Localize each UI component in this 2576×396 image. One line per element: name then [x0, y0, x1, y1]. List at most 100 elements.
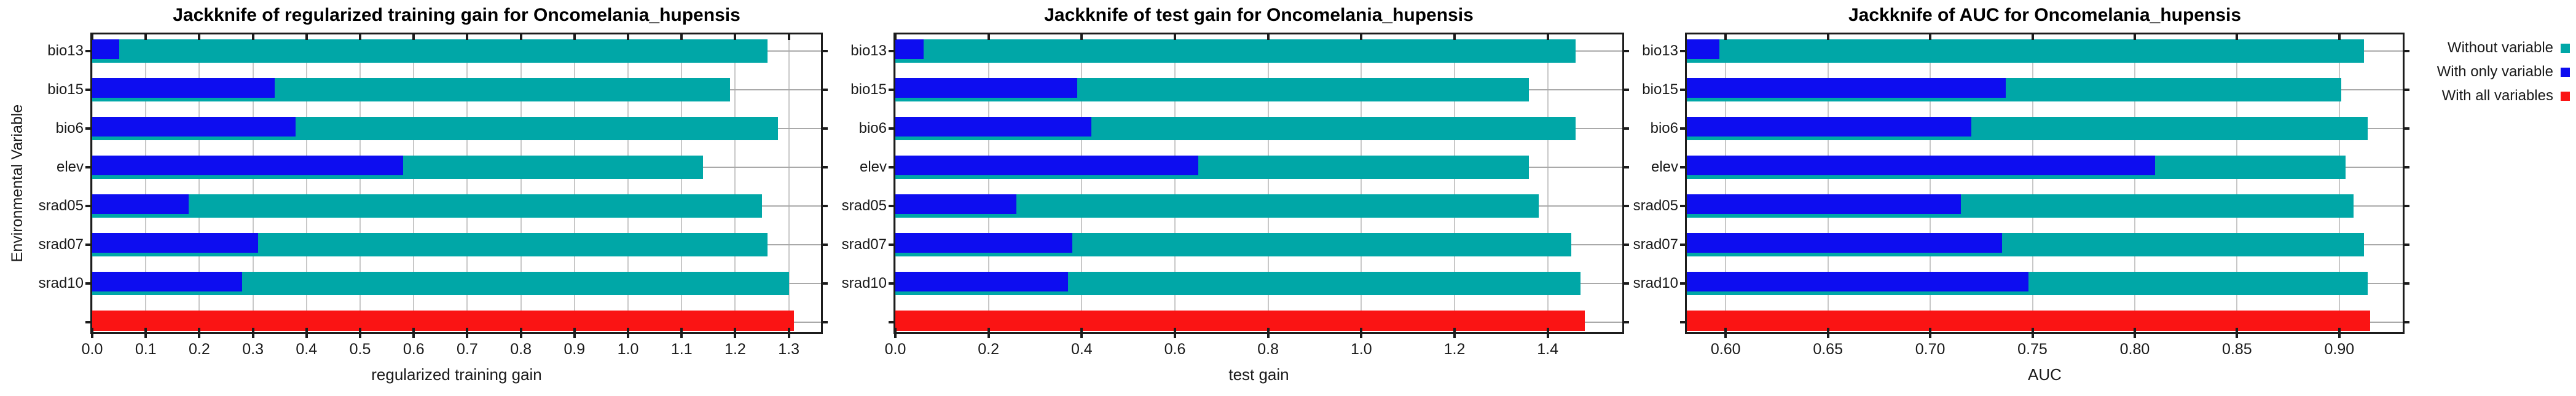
x-tick-label: 0.70 [1915, 341, 1946, 358]
x-axis-title-regularized-training-gain: regularized training gain [371, 365, 542, 384]
row-tick-right [823, 244, 828, 246]
x-gridline [895, 34, 896, 332]
row-label-srad05: srad05 [841, 197, 887, 214]
row-tick-right [1624, 166, 1629, 168]
x-tick-label: 0.60 [1710, 341, 1741, 358]
bar-with-only-variable-bio15 [895, 78, 1077, 98]
x-tick-mark-bottom [2031, 328, 2034, 338]
row-tick-right [2405, 89, 2409, 91]
row-tick-left [889, 89, 893, 91]
row-tick-right [823, 282, 828, 285]
bar-with-only-variable-srad05 [92, 194, 189, 214]
x-tick-mark-top [1266, 34, 1270, 40]
x-tick-label: 0.2 [978, 341, 1000, 358]
x-tick-label: 1.4 [1537, 341, 1559, 358]
row-tick-right [1624, 282, 1629, 285]
row-label-bio6: bio6 [1650, 120, 1678, 137]
x-tick-mark-top [734, 34, 737, 40]
row-tick-right [1624, 244, 1629, 246]
row-tick-right [823, 205, 828, 207]
x-tick-mark-top [198, 34, 201, 40]
x-tick-label: 0.7 [457, 341, 478, 358]
x-tick-label: 0.85 [2222, 341, 2252, 358]
x-tick-mark-bottom [1360, 328, 1363, 338]
row-label-srad07: srad07 [841, 236, 887, 253]
x-tick-mark-top [1724, 34, 1727, 40]
x-tick-mark-bottom [894, 328, 897, 338]
x-gridline [1267, 34, 1269, 332]
x-tick-mark-top [1080, 34, 1083, 40]
legend-swatch-blue [2561, 67, 2570, 77]
x-tick-label: 0.65 [1813, 341, 1843, 358]
row-tick-right [1624, 89, 1629, 91]
x-tick-label: 0.4 [1070, 341, 1093, 358]
row-label-bio15: bio15 [47, 81, 84, 98]
x-tick-label: 0.9 [564, 341, 586, 358]
bar-with-only-variable-elev [92, 156, 403, 175]
x-tick-mark-bottom [573, 328, 576, 338]
bar-with-only-variable-srad10 [895, 272, 1068, 291]
x-tick-label: 0.5 [349, 341, 371, 358]
row-tick-left [85, 89, 90, 91]
row-label-srad05: srad05 [1633, 197, 1678, 214]
x-tick-mark-top [91, 34, 93, 40]
row-tick-left [85, 205, 90, 207]
bar-with-only-variable-bio15 [92, 78, 275, 98]
x-gridline [988, 34, 989, 332]
row-tick-left [85, 282, 90, 285]
row-tick-left [889, 244, 893, 246]
x-tick-mark-top [573, 34, 576, 40]
legend-item-with-only-variable: With only variable [2409, 63, 2570, 81]
row-label-elev: elev [859, 159, 887, 175]
x-tick-mark-top [144, 34, 147, 40]
x-tick-mark-bottom [1174, 328, 1176, 338]
x-gridline [1454, 34, 1455, 332]
x-tick-mark-bottom [251, 328, 254, 338]
x-tick-label: 1.0 [1350, 341, 1372, 358]
bar-with-only-variable-bio13 [895, 39, 924, 59]
x-gridline [2032, 34, 2033, 332]
bar-with-only-variable-bio6 [1687, 117, 1971, 137]
bar-with-only-variable-srad05 [1687, 194, 1961, 214]
legend-item-with-all-variables: With all variables [2409, 87, 2570, 105]
x-gridline [466, 34, 468, 332]
x-gridline [1081, 34, 1083, 332]
x-tick-mark-top [466, 34, 469, 40]
x-gridline [1361, 34, 1362, 332]
x-tick-mark-bottom [680, 328, 683, 338]
row-tick-left [889, 321, 893, 323]
x-gridline [2236, 34, 2238, 332]
row-tick-left [1680, 321, 1685, 323]
row-tick-left [889, 282, 893, 285]
legend-label-with-all-variables: With all variables [2441, 87, 2553, 104]
row-label-srad07: srad07 [38, 236, 84, 253]
row-label-elev: elev [1651, 159, 1678, 175]
x-tick-mark-bottom [987, 328, 990, 338]
x-tick-label: 1.2 [724, 341, 746, 358]
x-tick-mark-top [680, 34, 683, 40]
x-tick-mark-bottom [2236, 328, 2239, 338]
row-tick-right [2405, 244, 2409, 246]
x-tick-mark-top [1174, 34, 1176, 40]
bar-with-only-variable-elev [1687, 156, 2156, 175]
x-tick-mark-bottom [1546, 328, 1549, 338]
bar-with-only-variable-srad10 [1687, 272, 2028, 291]
bar-without-variable-bio13 [92, 39, 768, 63]
row-tick-left [1680, 205, 1685, 207]
x-tick-label: 0.6 [402, 341, 425, 358]
x-gridline [252, 34, 254, 332]
x-tick-label: 0.0 [81, 341, 103, 358]
x-tick-mark-bottom [1929, 328, 1932, 338]
x-tick-mark-bottom [1724, 328, 1727, 338]
x-tick-mark-top [894, 34, 897, 40]
row-label-srad10: srad10 [841, 275, 887, 291]
x-tick-mark-bottom [1826, 328, 1829, 338]
x-tick-mark-bottom [359, 328, 362, 338]
bar-without-variable-bio13 [895, 39, 1576, 63]
x-tick-mark-top [519, 34, 522, 40]
x-tick-mark-bottom [2133, 328, 2136, 338]
bar-with-only-variable-bio6 [92, 117, 296, 137]
x-tick-label: 0.8 [510, 341, 532, 358]
row-tick-left [1680, 89, 1685, 91]
x-gridline [681, 34, 683, 332]
